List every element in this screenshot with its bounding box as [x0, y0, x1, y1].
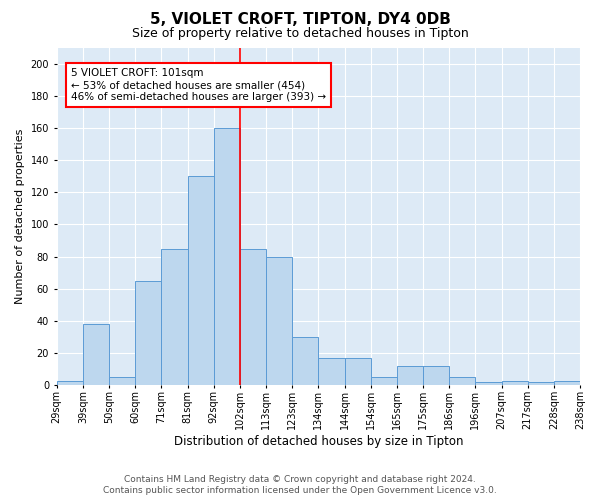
Bar [371, 378, 397, 386]
X-axis label: Distribution of detached houses by size in Tipton: Distribution of detached houses by size … [173, 434, 463, 448]
Text: Contains public sector information licensed under the Open Government Licence v3: Contains public sector information licen… [103, 486, 497, 495]
Bar [266, 256, 292, 386]
Bar [502, 380, 527, 386]
Bar [344, 358, 371, 386]
Bar [240, 248, 266, 386]
Bar [83, 324, 109, 386]
Bar [214, 128, 240, 386]
Bar [161, 248, 188, 386]
Bar [56, 380, 83, 386]
Bar [475, 382, 502, 386]
Bar [527, 382, 554, 386]
Text: 5, VIOLET CROFT, TIPTON, DY4 0DB: 5, VIOLET CROFT, TIPTON, DY4 0DB [149, 12, 451, 28]
Bar [292, 337, 319, 386]
Text: Size of property relative to detached houses in Tipton: Size of property relative to detached ho… [131, 28, 469, 40]
Bar [135, 281, 161, 386]
Text: Contains HM Land Registry data © Crown copyright and database right 2024.: Contains HM Land Registry data © Crown c… [124, 475, 476, 484]
Bar [319, 358, 344, 386]
Bar [397, 366, 423, 386]
Bar [423, 366, 449, 386]
Bar [188, 176, 214, 386]
Y-axis label: Number of detached properties: Number of detached properties [15, 129, 25, 304]
Text: 5 VIOLET CROFT: 101sqm
← 53% of detached houses are smaller (454)
46% of semi-de: 5 VIOLET CROFT: 101sqm ← 53% of detached… [71, 68, 326, 102]
Bar [554, 380, 580, 386]
Bar [109, 378, 135, 386]
Bar [449, 378, 475, 386]
